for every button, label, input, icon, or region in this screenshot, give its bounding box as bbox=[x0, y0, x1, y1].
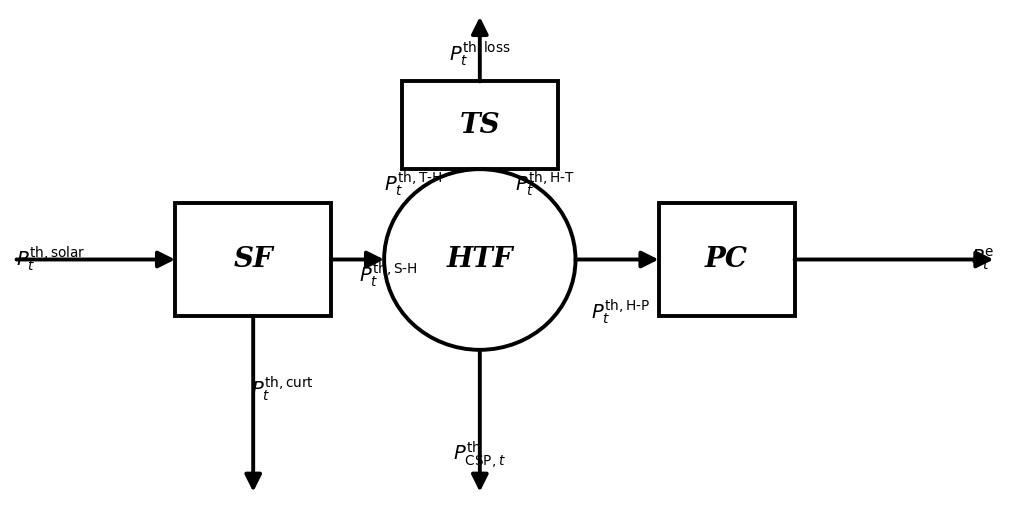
Text: HTF: HTF bbox=[446, 246, 513, 273]
Text: $P_t^{\mathrm{th,loss}}$: $P_t^{\mathrm{th,loss}}$ bbox=[448, 40, 511, 69]
Text: SF: SF bbox=[233, 246, 273, 273]
Text: $P_{\mathrm{CSP},t}^{\mathrm{th}}$: $P_{\mathrm{CSP},t}^{\mathrm{th}}$ bbox=[453, 440, 506, 471]
Text: $P_t^{\mathrm{th,T\text{-}H}}$: $P_t^{\mathrm{th,T\text{-}H}}$ bbox=[384, 170, 442, 199]
Text: $P_t^{\mathrm{th,S\text{-}H}}$: $P_t^{\mathrm{th,S\text{-}H}}$ bbox=[359, 262, 417, 291]
Text: $P_t^{\mathrm{e}}$: $P_t^{\mathrm{e}}$ bbox=[971, 247, 994, 272]
Text: $P_t^{\mathrm{th,H\text{-}P}}$: $P_t^{\mathrm{th,H\text{-}P}}$ bbox=[591, 297, 649, 326]
Text: $P_t^{\mathrm{th,curt}}$: $P_t^{\mathrm{th,curt}}$ bbox=[251, 375, 314, 404]
Bar bbox=[659, 203, 795, 316]
Text: $P_t^{\mathrm{th,solar}}$: $P_t^{\mathrm{th,solar}}$ bbox=[16, 245, 86, 274]
Text: PC: PC bbox=[705, 246, 748, 273]
Text: TS: TS bbox=[460, 112, 500, 139]
Bar bbox=[175, 203, 331, 316]
Text: $P_t^{\mathrm{th,H\text{-}T}}$: $P_t^{\mathrm{th,H\text{-}T}}$ bbox=[515, 170, 575, 199]
Ellipse shape bbox=[384, 169, 576, 350]
Bar bbox=[402, 81, 558, 169]
